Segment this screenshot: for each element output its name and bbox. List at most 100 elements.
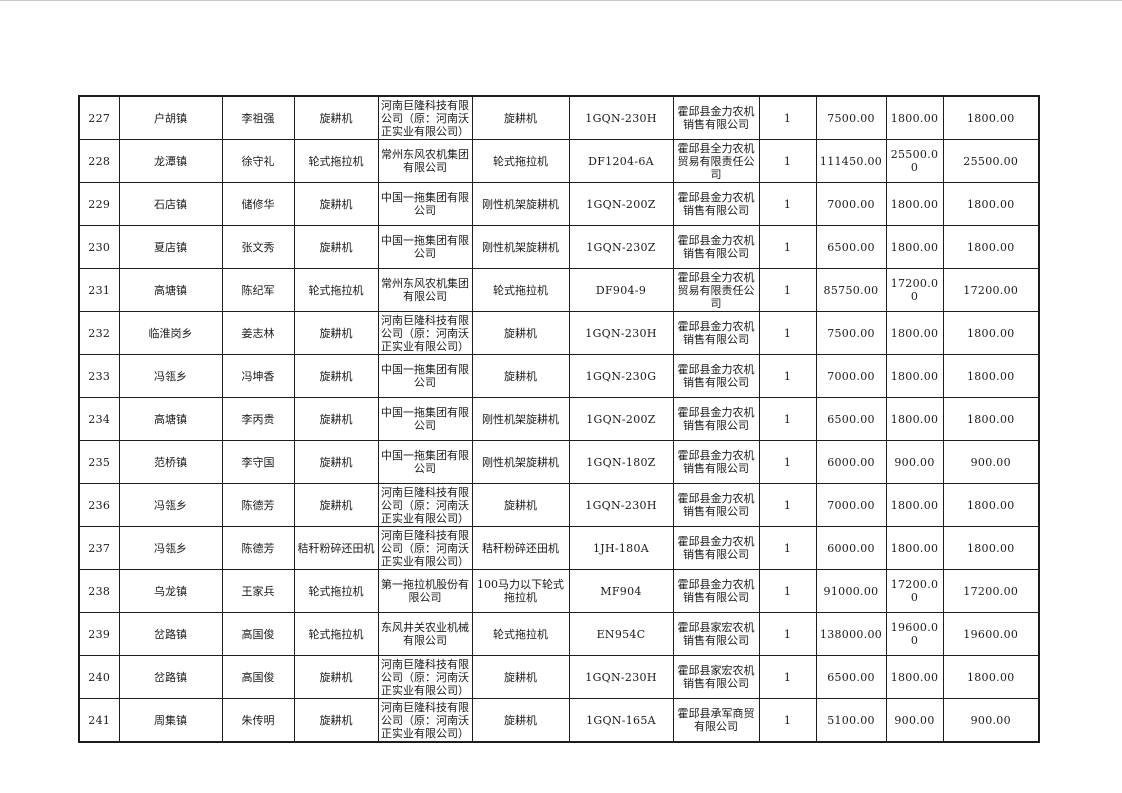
table-row: 232 临淮岗乡 姜志林 旋耕机 河南巨隆科技有限公司（原：河南沃正实业有限公司） 旋耕机… — [78, 311, 1040, 355]
cell-subsidy: 1800.00 — [885, 483, 944, 527]
cell-township: 龙潭镇 — [118, 139, 223, 183]
cell-model: 1GQN-230H — [568, 655, 674, 699]
cell-serial: 241 — [78, 698, 120, 743]
cell-model: EN954C — [568, 612, 674, 656]
cell-buyer-name: 冯坤香 — [221, 354, 295, 398]
cell-category: 旋耕机 — [471, 655, 570, 699]
cell-manufacturer: 中国一拖集团有限公司 — [377, 225, 473, 269]
cell-category: 100马力以下轮式拖拉机 — [471, 569, 570, 613]
cell-manufacturer: 中国一拖集团有限公司 — [377, 182, 473, 226]
cell-quantity: 1 — [758, 655, 817, 699]
cell-subsidy: 900.00 — [885, 440, 944, 484]
cell-total-subsidy: 1800.00 — [942, 225, 1040, 269]
cell-model: 1JH-180A — [568, 526, 674, 570]
table-row: 238 乌龙镇 王家兵 轮式拖拉机 第一拖拉机股份有限公司 100马力以下轮式拖拉机 MF9… — [78, 569, 1040, 613]
cell-machine-type: 旋耕机 — [293, 225, 379, 269]
cell-model: 1GQN-165A — [568, 698, 674, 743]
cell-total-subsidy: 1800.00 — [942, 354, 1040, 398]
cell-township: 冯瓴乡 — [118, 354, 223, 398]
cell-category: 旋耕机 — [471, 311, 570, 355]
cell-machine-type: 旋耕机 — [293, 397, 379, 441]
cell-township: 周集镇 — [118, 698, 223, 743]
cell-category: 秸秆粉碎还田机 — [471, 526, 570, 570]
cell-dealer: 霍邱县金力农机销售有限公司 — [672, 182, 760, 226]
cell-manufacturer: 常州东风农机集团有限公司 — [377, 139, 473, 183]
cell-model: 1GQN-200Z — [568, 182, 674, 226]
cell-model: 1GQN-230G — [568, 354, 674, 398]
cell-quantity: 1 — [758, 612, 817, 656]
cell-buyer-name: 王家兵 — [221, 569, 295, 613]
cell-category: 旋耕机 — [471, 95, 570, 140]
cell-township: 户胡镇 — [118, 95, 223, 140]
cell-quantity: 1 — [758, 483, 817, 527]
cell-machine-type: 轮式拖拉机 — [293, 139, 379, 183]
page-top-edge-rule — [0, 0, 1122, 1]
cell-manufacturer: 中国一拖集团有限公司 — [377, 354, 473, 398]
cell-machine-type: 轮式拖拉机 — [293, 569, 379, 613]
table-row: 228 龙潭镇 徐守礼 轮式拖拉机 常州东风农机集团有限公司 轮式拖拉机 DF1204-6A… — [78, 139, 1040, 183]
cell-price: 5100.00 — [815, 698, 887, 743]
cell-subsidy: 900.00 — [885, 698, 944, 743]
table-row: 236 冯瓴乡 陈德芳 旋耕机 河南巨隆科技有限公司（原：河南沃正实业有限公司） 旋耕机 1… — [78, 483, 1040, 527]
document-page: 227 户胡镇 李祖强 旋耕机 河南巨隆科技有限公司（原：河南沃正实业有限公司） 旋耕机 1… — [78, 95, 1040, 743]
cell-buyer-name: 朱传明 — [221, 698, 295, 743]
cell-subsidy: 1800.00 — [885, 225, 944, 269]
cell-buyer-name: 李祖强 — [221, 95, 295, 140]
cell-category: 刚性机架旋耕机 — [471, 440, 570, 484]
subsidy-table-body: 227 户胡镇 李祖强 旋耕机 河南巨隆科技有限公司（原：河南沃正实业有限公司） 旋耕机 1… — [78, 95, 1040, 743]
cell-total-subsidy: 900.00 — [942, 440, 1040, 484]
cell-machine-type: 轮式拖拉机 — [293, 612, 379, 656]
cell-manufacturer: 东风井关农业机械有限公司 — [377, 612, 473, 656]
cell-quantity: 1 — [758, 698, 817, 743]
cell-model: 1GQN-230Z — [568, 225, 674, 269]
cell-price: 138000.00 — [815, 612, 887, 656]
cell-quantity: 1 — [758, 526, 817, 570]
cell-quantity: 1 — [758, 182, 817, 226]
cell-quantity: 1 — [758, 139, 817, 183]
cell-serial: 231 — [78, 268, 120, 312]
cell-category: 轮式拖拉机 — [471, 268, 570, 312]
cell-model: DF904-9 — [568, 268, 674, 312]
cell-total-subsidy: 900.00 — [942, 698, 1040, 743]
cell-dealer: 霍邱县家宏农机销售有限公司 — [672, 612, 760, 656]
cell-township: 石店镇 — [118, 182, 223, 226]
cell-subsidy: 1800.00 — [885, 182, 944, 226]
cell-manufacturer: 中国一拖集团有限公司 — [377, 440, 473, 484]
table-row: 234 高塘镇 李丙贵 旋耕机 中国一拖集团有限公司 刚性机架旋耕机 1GQN-200Z 霍邱… — [78, 397, 1040, 441]
table-row: 231 高塘镇 陈纪军 轮式拖拉机 常州东风农机集团有限公司 轮式拖拉机 DF904-9 霍邱… — [78, 268, 1040, 312]
cell-machine-type: 旋耕机 — [293, 483, 379, 527]
cell-model: DF1204-6A — [568, 139, 674, 183]
cell-subsidy: 1800.00 — [885, 397, 944, 441]
cell-dealer: 霍邱县全力农机贸易有限责任公司 — [672, 139, 760, 183]
table-row: 227 户胡镇 李祖强 旋耕机 河南巨隆科技有限公司（原：河南沃正实业有限公司） 旋耕机 1… — [78, 95, 1040, 140]
cell-serial: 233 — [78, 354, 120, 398]
cell-buyer-name: 高国俊 — [221, 612, 295, 656]
cell-category: 轮式拖拉机 — [471, 139, 570, 183]
cell-serial: 234 — [78, 397, 120, 441]
cell-serial: 227 — [78, 95, 120, 140]
cell-subsidy: 1800.00 — [885, 526, 944, 570]
cell-price: 6000.00 — [815, 440, 887, 484]
cell-total-subsidy: 17200.00 — [942, 569, 1040, 613]
cell-quantity: 1 — [758, 95, 817, 140]
cell-serial: 236 — [78, 483, 120, 527]
table-row: 230 夏店镇 张文秀 旋耕机 中国一拖集团有限公司 刚性机架旋耕机 1GQN-230Z 霍邱… — [78, 225, 1040, 269]
cell-model: MF904 — [568, 569, 674, 613]
table-row: 235 范桥镇 李守国 旋耕机 中国一拖集团有限公司 刚性机架旋耕机 1GQN-180Z 霍邱… — [78, 440, 1040, 484]
cell-dealer: 霍邱县金力农机销售有限公司 — [672, 397, 760, 441]
cell-dealer: 霍邱县全力农机贸易有限责任公司 — [672, 268, 760, 312]
cell-price: 7500.00 — [815, 311, 887, 355]
cell-subsidy: 25500.00 — [885, 139, 944, 183]
cell-machine-type: 旋耕机 — [293, 95, 379, 140]
cell-buyer-name: 李丙贵 — [221, 397, 295, 441]
cell-township: 临淮岗乡 — [118, 311, 223, 355]
cell-total-subsidy: 1800.00 — [942, 526, 1040, 570]
cell-total-subsidy: 19600.00 — [942, 612, 1040, 656]
cell-dealer: 霍邱县金力农机销售有限公司 — [672, 526, 760, 570]
cell-price: 111450.00 — [815, 139, 887, 183]
cell-township: 岔路镇 — [118, 655, 223, 699]
cell-category: 刚性机架旋耕机 — [471, 397, 570, 441]
cell-buyer-name: 陈纪军 — [221, 268, 295, 312]
cell-price: 6500.00 — [815, 397, 887, 441]
